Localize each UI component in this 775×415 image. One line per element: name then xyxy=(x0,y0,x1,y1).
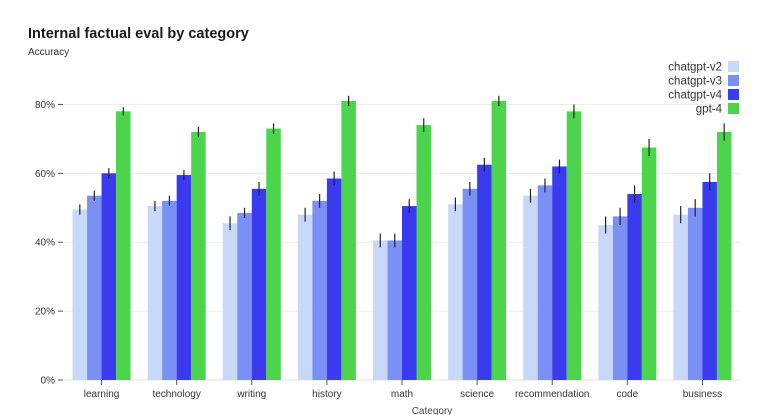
legend-swatch-chatgpt-v2 xyxy=(728,61,739,72)
bar-chatgpt-v2-science xyxy=(448,204,463,380)
bar-chatgpt-v3-science xyxy=(462,188,478,380)
bar-chatgpt-v4-history xyxy=(326,178,342,380)
bar-chatgpt-v2-business xyxy=(673,214,688,380)
legend-swatch-gpt-4 xyxy=(728,103,739,114)
x-tick-label: technology xyxy=(152,389,200,400)
x-tick-label: learning xyxy=(84,389,120,400)
bar-gpt-4-history xyxy=(341,101,356,380)
bar-gpt-4-math xyxy=(416,125,431,380)
bar-chatgpt-v4-science xyxy=(477,164,492,380)
y-tick-label: 60% xyxy=(35,169,55,180)
bar-chatgpt-v4-recommendation xyxy=(552,166,567,380)
legend-swatch-chatgpt-v4 xyxy=(728,89,739,100)
bar-chatgpt-v4-business xyxy=(702,181,717,380)
bar-chatgpt-v2-technology xyxy=(147,206,163,380)
bar-gpt-4-technology xyxy=(191,132,206,380)
legend-label-chatgpt-v3: chatgpt-v3 xyxy=(668,76,722,88)
bar-chatgpt-v3-history xyxy=(312,200,327,380)
y-tick-label: 20% xyxy=(35,307,55,318)
y-tick-label: 80% xyxy=(35,100,55,111)
bar-gpt-4-learning xyxy=(116,111,131,380)
y-tick-label: 40% xyxy=(35,238,55,249)
bar-chatgpt-v2-code xyxy=(598,225,613,380)
bar-chatgpt-v4-math xyxy=(402,206,417,380)
bar-chatgpt-v2-history xyxy=(297,214,313,380)
x-tick-label: business xyxy=(683,389,722,400)
y-tick-label: 0% xyxy=(41,376,56,387)
bar-chatgpt-v4-technology xyxy=(176,175,192,380)
bar-chatgpt-v3-technology xyxy=(162,200,177,380)
x-tick-label: science xyxy=(460,389,494,400)
x-tick-label: recommendation xyxy=(515,389,589,400)
x-tick-label: math xyxy=(391,389,413,400)
bar-chatgpt-v2-math xyxy=(373,240,388,380)
legend-label-chatgpt-v2: chatgpt-v2 xyxy=(668,62,722,74)
x-tick-label: code xyxy=(616,389,638,400)
chart-title: Internal factual eval by category xyxy=(28,26,249,42)
bar-chatgpt-v3-math xyxy=(387,240,402,380)
legend-label-gpt-4: gpt-4 xyxy=(696,104,723,116)
bar-gpt-4-science xyxy=(491,101,507,380)
bar-chatgpt-v4-learning xyxy=(101,173,117,380)
bar-gpt-4-code xyxy=(641,147,657,380)
bar-chatgpt-v3-code xyxy=(612,216,628,380)
bar-gpt-4-business xyxy=(716,132,732,380)
chart-subtitle: Accuracy xyxy=(28,47,70,58)
bar-chatgpt-v2-learning xyxy=(72,209,88,380)
x-tick-label: history xyxy=(312,389,341,400)
bar-chatgpt-v2-recommendation xyxy=(523,195,538,380)
bar-chatgpt-v4-writing xyxy=(251,188,267,380)
legend-swatch-chatgpt-v3 xyxy=(728,75,739,86)
bar-chatgpt-v3-recommendation xyxy=(537,185,553,380)
legend-label-chatgpt-v4: chatgpt-v4 xyxy=(668,90,722,102)
bar-chatgpt-v3-business xyxy=(687,207,703,380)
bar-chatgpt-v3-learning xyxy=(87,195,102,380)
bar-gpt-4-writing xyxy=(266,128,281,380)
x-axis-title: Category xyxy=(412,406,453,415)
x-tick-label: writing xyxy=(236,389,266,400)
bar-chatgpt-v2-writing xyxy=(222,223,238,380)
bar-gpt-4-recommendation xyxy=(566,111,582,380)
bar-chatgpt-v4-code xyxy=(627,194,642,380)
bar-chatgpt-v3-writing xyxy=(237,212,252,380)
